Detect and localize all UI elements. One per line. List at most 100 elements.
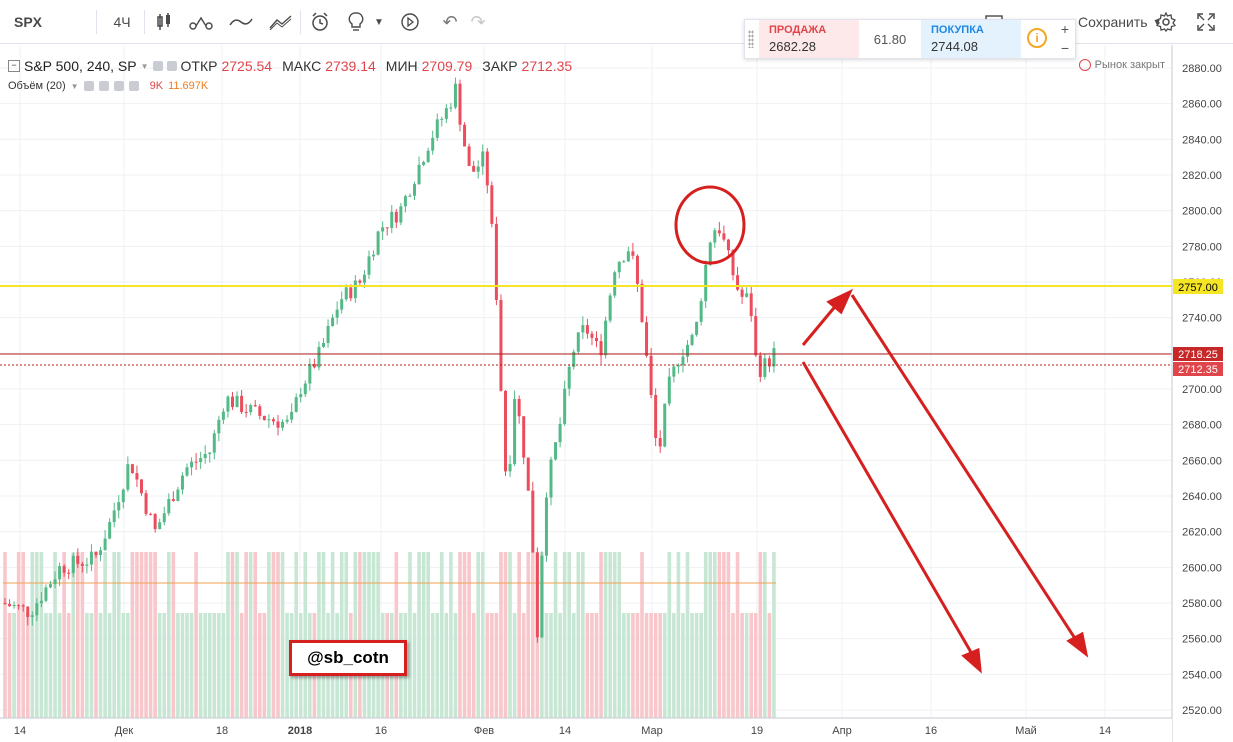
volume-bar [198,613,203,718]
candle-body [162,513,166,523]
chevron-down-icon[interactable]: ▼ [140,61,149,71]
volume-bar [758,552,763,718]
candle-body [149,513,153,515]
volume-bar [531,552,535,718]
candle-body [463,124,467,147]
volume-title[interactable]: Объём (20) [8,80,66,92]
volume-bar [499,552,503,718]
save-button[interactable]: Сохранить ▼ [1078,8,1162,36]
volume-bar [735,552,740,718]
quantity-plus-button[interactable]: + [1060,21,1070,37]
more-icon[interactable] [113,81,124,91]
symbol-title[interactable]: S&P 500, 240, SP [24,58,137,74]
candle-body [35,603,39,616]
candle-body [754,316,758,356]
fullscreen-icon[interactable] [1192,8,1220,36]
eye-icon[interactable] [83,81,94,91]
volume-bar [180,613,185,718]
candle-body [49,584,52,588]
toolbar-divider [300,10,301,34]
candle-body [194,461,198,463]
low-value: 2709.79 [421,58,473,74]
volume-bar [435,613,440,718]
candle-body [212,433,216,453]
volume-bar [48,613,53,718]
volume-bar [749,613,753,718]
alert-icon[interactable] [306,8,334,36]
arrow-up-head [826,288,854,315]
volume-bar [57,613,62,718]
interval-button[interactable]: 4Ч [113,14,131,30]
volume-bar [471,613,476,718]
volume-bar [76,552,80,718]
volume-bar [694,613,699,718]
eye-icon[interactable] [152,61,163,71]
candle-body [549,459,553,498]
settings-icon[interactable] [1154,8,1178,36]
volume-bar [39,552,44,718]
volume-bar [594,613,599,718]
buy-price: 2744.08 [931,39,978,54]
toolbar-divider [144,10,145,34]
info-icon[interactable]: i [1027,28,1047,48]
candle-body [431,137,435,151]
price-chart[interactable]: 2880.00 2860.00 2840.00 2820.00 2800.00 2780.… [0,45,1233,742]
trade-widget: ПРОДАЖА 2682.28 61.80 ПОКУПКА 2744.08 i … [744,19,1076,59]
volume-bar [544,613,549,718]
candle-body [99,550,103,556]
volume-bar [744,613,749,718]
volume-bar [490,613,494,718]
candle-body [704,264,708,302]
volume-bar [244,552,248,718]
redo-icon[interactable]: ↷ [470,11,486,32]
replay-icon[interactable] [396,8,424,36]
volume-bar [185,613,189,718]
candle-body [171,499,175,502]
candle-body [535,552,539,638]
volume-bar [130,552,135,718]
buy-button[interactable]: ПОКУПКА 2744.08 [921,20,1021,58]
settings-icon[interactable] [98,81,109,91]
candles-icon[interactable] [150,8,178,36]
sell-button[interactable]: ПРОДАЖА 2682.28 [759,20,859,58]
candle-body [180,475,184,490]
settings-icon[interactable] [166,61,177,71]
candle-body [39,600,43,604]
candle-body [94,551,98,556]
undo-icon[interactable]: ↶ [442,11,458,32]
volume-bar [376,552,380,718]
compare-icon[interactable] [226,8,256,36]
volume-bar [85,613,89,718]
candle-body [317,346,321,368]
volume-bar [662,613,667,718]
candle-body [731,250,735,276]
templates-icon[interactable] [266,8,296,36]
candle-body [267,419,271,421]
chevron-down-icon[interactable]: ▼ [70,81,79,91]
candle-body [190,461,194,468]
quantity-minus-button[interactable]: − [1060,40,1070,56]
candle-body [344,287,348,300]
candle-body [767,358,771,367]
volume-bar [212,613,217,718]
symbol-search[interactable]: SPX [13,14,42,30]
idea-icon[interactable] [344,8,368,36]
volume-bar [449,552,453,718]
chevron-down-icon[interactable]: ▼ [374,16,384,28]
indicators-icon[interactable] [186,8,216,36]
arrow-up [801,302,840,346]
candle-body [235,395,239,408]
volume-bar [80,552,85,718]
candle-body [67,572,71,574]
time-tick-label: 16 [375,725,387,737]
volume-bar [567,552,571,718]
volume-bar [526,552,531,718]
price-axis: 2880.00 2860.00 2840.00 2820.00 2800.00 2780.… [1182,63,1222,717]
close-icon[interactable] [128,81,139,91]
price-tick-label: 2780.00 [1182,241,1222,253]
arrow-down-left-head [961,647,982,674]
candle-body [481,151,485,167]
collapse-legend-icon[interactable]: − [8,60,20,72]
candle-body [276,421,280,428]
drag-handle-icon[interactable] [748,30,754,48]
